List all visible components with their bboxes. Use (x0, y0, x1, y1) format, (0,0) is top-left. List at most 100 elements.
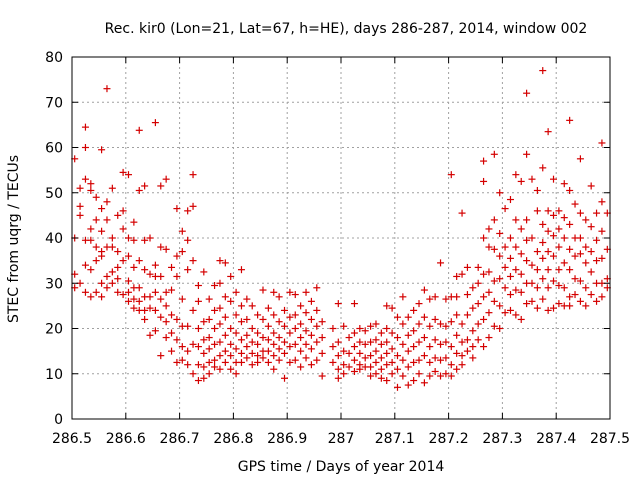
data-point (560, 259, 568, 267)
data-point (437, 320, 445, 328)
data-point (533, 284, 541, 292)
data-point (582, 284, 590, 292)
data-point (587, 248, 595, 256)
data-point (286, 329, 294, 337)
data-point (533, 186, 541, 194)
data-point (329, 343, 337, 351)
data-point (146, 270, 154, 278)
data-point (146, 293, 154, 301)
data-point (162, 318, 170, 326)
data-point (550, 277, 558, 285)
data-point (135, 186, 143, 194)
data-point (506, 291, 514, 299)
data-point (200, 336, 208, 344)
data-point (555, 300, 563, 308)
data-point (248, 361, 256, 369)
data-point (227, 365, 235, 373)
data-point (189, 340, 197, 348)
data-point (318, 318, 326, 326)
data-point (302, 354, 310, 362)
data-point (259, 286, 267, 294)
data-point (560, 234, 568, 242)
data-point (103, 216, 111, 224)
data-point (480, 343, 488, 351)
data-point (517, 250, 525, 258)
data-point (496, 252, 504, 260)
data-point (582, 216, 590, 224)
data-point (501, 263, 509, 271)
data-point (221, 293, 229, 301)
data-point (571, 275, 579, 283)
data-point (410, 343, 418, 351)
data-point (393, 352, 401, 360)
data-point (87, 186, 95, 194)
data-point (501, 284, 509, 292)
data-point (550, 252, 558, 260)
data-point (474, 320, 482, 328)
data-point (377, 354, 385, 362)
data-point (506, 234, 514, 242)
data-point (593, 297, 601, 305)
data-point (415, 300, 423, 308)
data-point (340, 347, 348, 355)
data-point (211, 282, 219, 290)
data-point (119, 257, 127, 265)
data-point (372, 336, 380, 344)
data-point (399, 340, 407, 348)
data-point (576, 209, 584, 217)
data-point (211, 363, 219, 371)
data-point (426, 372, 434, 380)
data-point (485, 268, 493, 276)
data-point (576, 297, 584, 305)
data-point (168, 263, 176, 271)
data-point (356, 325, 364, 332)
data-point (555, 266, 563, 274)
data-point (76, 184, 84, 192)
data-point (474, 279, 482, 287)
data-point (388, 358, 396, 366)
data-point (453, 349, 461, 357)
data-point (205, 295, 213, 303)
data-point (512, 286, 520, 294)
data-point (157, 352, 165, 360)
data-point (582, 243, 590, 251)
data-point (200, 374, 208, 382)
data-point (114, 248, 122, 256)
data-point (334, 300, 342, 308)
data-point (243, 315, 251, 323)
data-point (544, 248, 552, 256)
data-point (211, 306, 219, 314)
data-point (544, 266, 552, 274)
data-point (291, 311, 299, 319)
data-point (587, 291, 595, 299)
data-point (297, 320, 305, 328)
data-point (254, 311, 262, 319)
data-point (598, 254, 606, 262)
data-point (200, 318, 208, 326)
data-point (415, 320, 423, 328)
data-point (356, 349, 364, 357)
data-point (184, 322, 192, 330)
data-point (420, 313, 428, 321)
data-point (98, 146, 106, 154)
data-point (189, 370, 197, 378)
data-point (92, 193, 100, 201)
data-point (270, 329, 278, 337)
data-point (329, 325, 337, 332)
data-point (307, 297, 315, 305)
data-point (544, 306, 552, 314)
data-point (119, 207, 127, 215)
y-tick-label: 30 (45, 276, 63, 292)
data-point (184, 207, 192, 215)
data-point (485, 288, 493, 296)
data-point (221, 331, 229, 339)
data-point (151, 327, 159, 335)
data-point (194, 361, 202, 369)
data-point (216, 257, 224, 265)
data-point (377, 365, 385, 373)
data-point (108, 243, 116, 251)
data-point (146, 234, 154, 242)
data-point (254, 329, 262, 337)
data-point (410, 306, 418, 314)
